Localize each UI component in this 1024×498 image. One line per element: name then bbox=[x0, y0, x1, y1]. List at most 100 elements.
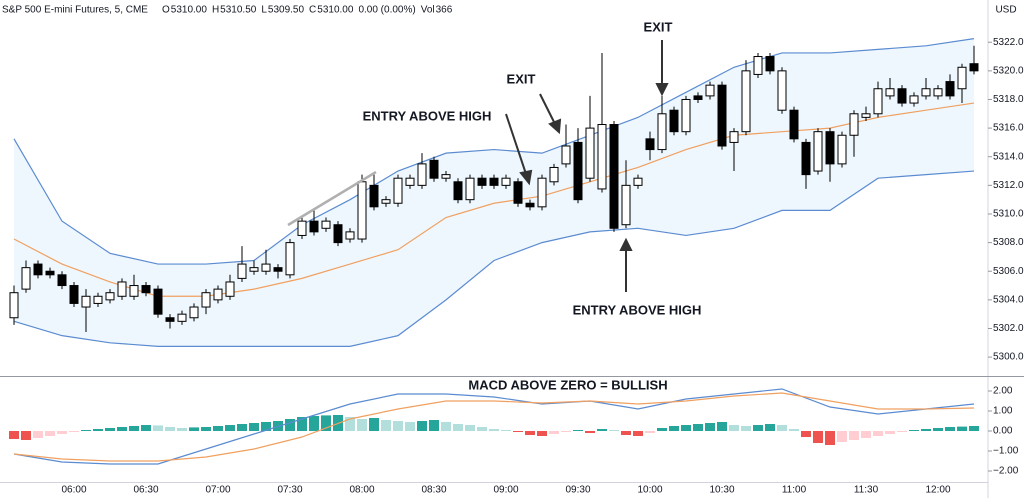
candle-body bbox=[405, 177, 415, 186]
histogram-bar bbox=[849, 431, 859, 440]
candle-body bbox=[177, 313, 187, 322]
header-value: 5310.00 bbox=[317, 5, 354, 16]
candle-body bbox=[597, 124, 607, 190]
y-tick-label: 1.00 bbox=[993, 406, 1013, 417]
x-tick-label: 09:00 bbox=[493, 485, 518, 496]
histogram-bar bbox=[657, 428, 667, 431]
candle-body bbox=[297, 220, 307, 236]
y-tick-label: −2.00 bbox=[993, 466, 1019, 477]
histogram-bar bbox=[345, 417, 355, 431]
candle-body bbox=[753, 56, 763, 75]
histogram-bar bbox=[81, 430, 91, 431]
histogram-bar bbox=[813, 431, 823, 443]
annotation: EXIT bbox=[644, 19, 673, 34]
y-tick-label: 5322.00 bbox=[993, 37, 1024, 48]
histogram-bar bbox=[885, 431, 895, 434]
histogram-bar bbox=[237, 424, 247, 431]
candle-body bbox=[645, 138, 655, 151]
y-tick-label: 5316.00 bbox=[993, 123, 1024, 134]
histogram-bar bbox=[249, 423, 259, 431]
candle-body bbox=[285, 242, 295, 276]
candle-body bbox=[741, 70, 751, 133]
candle-body bbox=[237, 263, 247, 279]
histogram-bar bbox=[945, 427, 955, 431]
histogram-bar bbox=[741, 426, 751, 431]
candle-body bbox=[153, 288, 163, 315]
histogram-bar bbox=[357, 419, 367, 431]
candle-body bbox=[525, 202, 535, 208]
histogram-bar bbox=[825, 431, 835, 445]
histogram-bar bbox=[621, 431, 631, 435]
y-tick-label: 5310.00 bbox=[993, 209, 1024, 220]
histogram-bar bbox=[177, 428, 187, 431]
annotation: ENTRY ABOVE HIGH bbox=[363, 108, 492, 123]
histogram-bar bbox=[897, 431, 907, 432]
y-tick-label: 0.00 bbox=[993, 426, 1013, 437]
candle-body bbox=[813, 131, 823, 172]
x-tick-label: 07:00 bbox=[205, 485, 230, 496]
candle-body bbox=[945, 81, 955, 97]
candle-body bbox=[393, 177, 403, 204]
y-tick-label: 2.00 bbox=[993, 386, 1013, 397]
candle-body bbox=[381, 199, 391, 204]
candle-body bbox=[837, 134, 847, 165]
candle-body bbox=[705, 84, 715, 97]
histogram-bar bbox=[153, 425, 163, 431]
histogram-bar bbox=[969, 426, 979, 431]
histogram-bar bbox=[933, 428, 943, 431]
candle-body bbox=[465, 177, 475, 201]
histogram-bar bbox=[465, 425, 475, 431]
candle-body bbox=[861, 113, 871, 118]
candle-body bbox=[585, 127, 595, 179]
histogram-bar bbox=[297, 417, 307, 431]
y-tick-label: 5306.00 bbox=[993, 266, 1024, 277]
candle-body bbox=[729, 131, 739, 143]
candle-body bbox=[957, 66, 967, 90]
candle-body bbox=[501, 177, 511, 186]
histogram-bar bbox=[309, 416, 319, 431]
histogram-bar bbox=[201, 427, 211, 431]
arrow-head bbox=[519, 169, 533, 186]
candle-body bbox=[21, 267, 31, 290]
histogram-bar bbox=[45, 431, 55, 436]
histogram-bar bbox=[873, 431, 883, 436]
candle-body bbox=[633, 177, 643, 186]
histogram-bar bbox=[789, 429, 799, 431]
x-tick-label: 11:30 bbox=[854, 485, 879, 496]
histogram-bar bbox=[189, 427, 199, 431]
histogram-bar bbox=[285, 419, 295, 431]
line-lower bbox=[13, 170, 975, 347]
candle-body bbox=[261, 263, 271, 272]
candle-body bbox=[969, 63, 979, 72]
candle-body bbox=[81, 295, 91, 308]
histogram-bar bbox=[609, 430, 619, 431]
histogram-bar bbox=[93, 429, 103, 431]
histogram-bar bbox=[405, 422, 415, 431]
histogram-bar bbox=[261, 422, 271, 431]
histogram-bar bbox=[33, 431, 43, 438]
candle-body bbox=[333, 224, 343, 244]
y-tick-label: 5320.00 bbox=[993, 65, 1024, 76]
histogram-bar bbox=[681, 425, 691, 431]
candle-body bbox=[357, 181, 367, 240]
candle-body bbox=[561, 145, 571, 165]
candle-body bbox=[105, 292, 115, 301]
candle-body bbox=[201, 292, 211, 308]
arrow-head bbox=[655, 83, 669, 97]
annotation: MACD ABOVE ZERO = BULLISH bbox=[468, 377, 667, 392]
candle-body bbox=[609, 124, 619, 229]
histogram-bar bbox=[801, 431, 811, 437]
arrow bbox=[539, 93, 556, 125]
histogram-bar bbox=[417, 421, 427, 431]
histogram-bar bbox=[141, 425, 151, 431]
histogram-bar bbox=[441, 422, 451, 431]
y-tick-label: 5318.00 bbox=[993, 94, 1024, 105]
histogram-bar bbox=[369, 418, 379, 431]
header-value: L bbox=[261, 5, 267, 16]
arrow-head bbox=[619, 237, 633, 251]
candle-body bbox=[33, 263, 43, 276]
candle-body bbox=[309, 220, 319, 233]
histogram-bar bbox=[21, 431, 31, 440]
candle-body bbox=[45, 270, 55, 276]
line-basis bbox=[13, 102, 975, 297]
